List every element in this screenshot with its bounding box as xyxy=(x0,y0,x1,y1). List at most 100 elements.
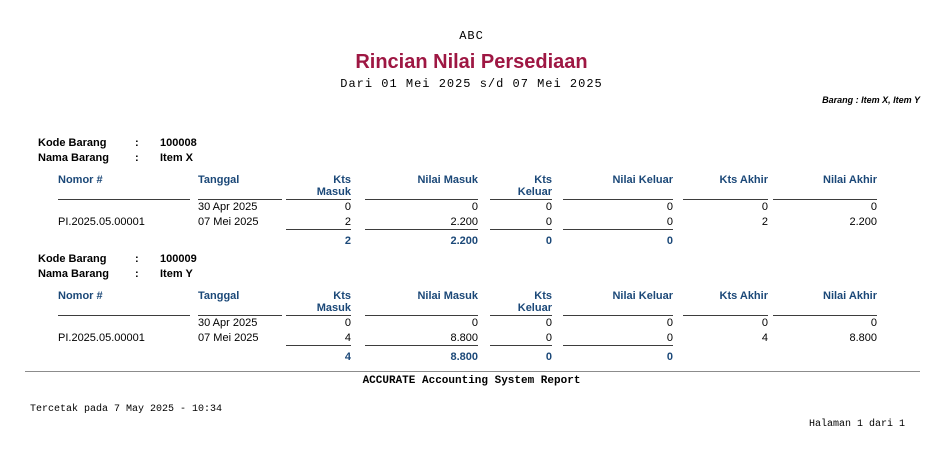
kode-barang-value: 100008 xyxy=(160,137,197,149)
col-header-text: Nilai Akhir xyxy=(823,290,877,302)
cell-nilai-masuk: 0 xyxy=(471,317,478,329)
table-header-row: Nomor # Tanggal Kts Masuk Nilai Masuk Kts… xyxy=(30,290,910,316)
col-header-nilai-akhir: Nilai Akhir xyxy=(773,174,877,200)
col-header-kts-akhir: Kts Akhir xyxy=(683,290,768,316)
col-header-text: Kts xyxy=(333,174,351,186)
cell-tanggal: 30 Apr 2025 xyxy=(198,201,258,213)
cell-kts-keluar: 0 xyxy=(490,215,552,230)
col-header-text: Kts Akhir xyxy=(719,290,769,302)
nama-barang-label: Nama Barang xyxy=(38,152,109,164)
nama-barang-value: Item Y xyxy=(160,268,193,280)
col-header-text: Masuk xyxy=(316,186,351,198)
cell-kts-akhir: 0 xyxy=(761,201,768,213)
col-header-nomor: Nomor # xyxy=(58,290,190,316)
nama-barang-row: Nama Barang : Item X xyxy=(38,151,943,166)
cell-kts-masuk: 0 xyxy=(344,317,351,329)
total-nilai-masuk: 2.200 xyxy=(450,235,478,247)
cell-tanggal: 07 Mei 2025 xyxy=(198,332,259,344)
total-spacer xyxy=(198,230,282,248)
colon: : xyxy=(135,152,139,164)
report-header: ABC Rincian Nilai Persediaan Dari 01 Mei… xyxy=(0,0,943,92)
nama-barang-value: Item X xyxy=(160,152,194,164)
col-header-text: Nilai Masuk xyxy=(417,290,478,302)
col-header-kts-akhir: Kts Akhir xyxy=(683,174,768,200)
cell-tanggal: 30 Apr 2025 xyxy=(198,317,258,329)
col-header-text: Kts Akhir xyxy=(719,174,769,186)
item-section-100009: Kode Barang : 100009 Nama Barang : Item … xyxy=(0,252,943,364)
total-spacer xyxy=(198,346,282,364)
col-header-text: Kts xyxy=(534,174,552,186)
table-row: 30 Apr 2025 0 0 0 0 0 0 xyxy=(30,316,910,331)
kode-barang-label: Kode Barang xyxy=(38,253,107,265)
col-header-text: Kts xyxy=(333,290,351,302)
cell-nomor xyxy=(58,316,190,331)
col-header-text: Nilai Keluar xyxy=(612,290,673,302)
colon: : xyxy=(135,137,139,149)
col-header-nilai-masuk: Nilai Masuk xyxy=(365,290,478,316)
col-header-text: Keluar xyxy=(517,302,552,314)
table-total-row: 4 8.800 0 0 xyxy=(30,346,910,364)
total-nilai-masuk: 8.800 xyxy=(450,351,478,363)
cell-nilai-keluar: 0 xyxy=(666,317,673,329)
total-kts-keluar: 0 xyxy=(545,235,552,247)
col-header-nilai-keluar: Nilai Keluar xyxy=(563,174,673,200)
cell-kts-keluar: 0 xyxy=(545,317,552,329)
colon: : xyxy=(135,253,139,265)
col-header-text: Nilai Keluar xyxy=(612,174,673,186)
kode-barang-row: Kode Barang : 100008 xyxy=(38,136,943,151)
cell-kts-masuk: 0 xyxy=(344,201,351,213)
item-section-100008: Kode Barang : 100008 Nama Barang : Item … xyxy=(0,136,943,248)
cell-kts-masuk: 2 xyxy=(286,215,351,230)
kode-barang-label: Kode Barang xyxy=(38,137,107,149)
total-spacer xyxy=(683,346,768,364)
cell-nilai-akhir: 0 xyxy=(870,201,877,213)
cell-kts-keluar: 0 xyxy=(490,331,552,346)
kode-barang-value: 100009 xyxy=(160,253,197,265)
filter-info: Barang : Item X, Item Y xyxy=(822,95,920,105)
col-header-text: Tanggal xyxy=(198,290,240,302)
cell-nomor xyxy=(58,200,190,215)
cell-nilai-masuk: 2.200 xyxy=(365,215,478,230)
cell-nilai-keluar: 0 xyxy=(563,331,673,346)
page-number: Halaman 1 dari 1 xyxy=(808,419,905,430)
cell-nilai-keluar: 0 xyxy=(563,215,673,230)
total-spacer xyxy=(683,230,768,248)
inventory-table: Nomor # Tanggal Kts Masuk Nilai Masuk Kts… xyxy=(30,174,910,248)
cell-nilai-masuk: 8.800 xyxy=(365,331,478,346)
col-header-kts-keluar: Kts Keluar xyxy=(490,174,552,200)
cell-nilai-akhir: 0 xyxy=(870,317,877,329)
cell-kts-keluar: 0 xyxy=(545,201,552,213)
col-header-text: Nilai Akhir xyxy=(823,174,877,186)
table-total-row: 2 2.200 0 0 xyxy=(30,230,910,248)
total-nilai-keluar: 0 xyxy=(666,351,673,363)
table-row: PI.2025.05.00001 07 Mei 2025 4 8.800 0 0… xyxy=(30,331,910,346)
cell-nomor: PI.2025.05.00001 xyxy=(58,332,145,344)
total-kts-masuk: 2 xyxy=(344,235,351,247)
total-spacer xyxy=(58,230,190,248)
nama-barang-label: Nama Barang xyxy=(38,268,109,280)
total-spacer xyxy=(773,230,877,248)
total-nilai-keluar: 0 xyxy=(666,235,673,247)
app-name-line: ACCURATE Accounting System Report xyxy=(362,375,581,387)
total-kts-keluar: 0 xyxy=(545,351,552,363)
nama-barang-row: Nama Barang : Item Y xyxy=(38,267,943,282)
col-header-text: Masuk xyxy=(316,302,351,314)
col-header-kts-keluar: Kts Keluar xyxy=(490,290,552,316)
cell-kts-masuk: 4 xyxy=(286,331,351,346)
col-header-kts-masuk: Kts Masuk xyxy=(286,290,351,316)
col-header-text: Nomor # xyxy=(58,174,103,186)
col-header-nilai-akhir: Nilai Akhir xyxy=(773,290,877,316)
col-header-text: Kts xyxy=(534,290,552,302)
col-header-nomor: Nomor # xyxy=(58,174,190,200)
total-spacer xyxy=(773,346,877,364)
kode-barang-row: Kode Barang : 100009 xyxy=(38,252,943,267)
col-header-text: Nilai Masuk xyxy=(417,174,478,186)
col-header-nilai-masuk: Nilai Masuk xyxy=(365,174,478,200)
colon: : xyxy=(135,268,139,280)
total-kts-masuk: 4 xyxy=(344,351,351,363)
cell-nilai-masuk: 0 xyxy=(471,201,478,213)
table-header-row: Nomor # Tanggal Kts Masuk Nilai Masuk Kts… xyxy=(30,174,910,200)
col-header-kts-masuk: Kts Masuk xyxy=(286,174,351,200)
footer-divider xyxy=(25,371,920,372)
table-row: 30 Apr 2025 0 0 0 0 0 0 xyxy=(30,200,910,215)
